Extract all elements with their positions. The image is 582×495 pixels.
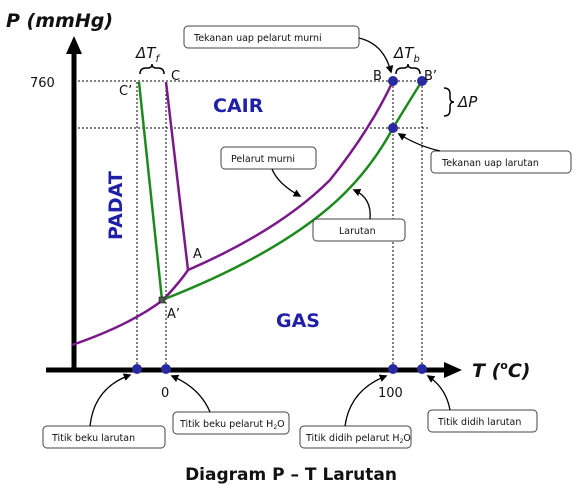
pure-solvent-melting-curve — [164, 81, 190, 271]
label-a: A — [193, 247, 202, 262]
label-c-prime: C’ — [119, 84, 132, 99]
bp-solvent-marker — [388, 364, 398, 374]
arrow-fp-solvent — [170, 374, 211, 413]
point-b-marker — [388, 76, 398, 86]
callout-solution: Larutan — [339, 226, 376, 237]
y-tick-760: 760 — [30, 76, 55, 91]
solution-melting-curve — [137, 81, 164, 301]
fp-solvent-marker — [161, 364, 171, 374]
x-axis-label-sup: o — [500, 359, 508, 372]
fp-solution-marker — [132, 364, 142, 374]
callout-pure-solvent: Pelarut murni — [231, 154, 295, 165]
label-b-prime: B’ — [424, 69, 437, 84]
x-tick-0: 0 — [161, 386, 169, 401]
callout-bp-solvent-post: O — [403, 433, 410, 444]
region-liquid: CAIR — [213, 95, 264, 117]
point-b-prime-marker — [417, 76, 427, 86]
delta-tf-main: ΔT — [135, 44, 157, 62]
arrow-bp-solution — [426, 375, 451, 411]
arrow-fp-solution — [89, 373, 132, 427]
x-tick-100: 100 — [378, 386, 403, 401]
callout-bp-solution: Titik didih larutan — [437, 417, 521, 428]
delta-tf-sub: f — [155, 54, 160, 65]
callout-fp-solvent-pre: Titik beku pelarut H — [179, 419, 273, 430]
callout-bp-solvent-sub: 2 — [400, 438, 404, 445]
arrow-pure-solvent — [271, 168, 302, 197]
region-solid: PADAT — [105, 171, 127, 240]
callout-box-solution-vapor — [430, 150, 572, 174]
delta-p-brace — [443, 87, 455, 117]
x-axis-label: T (oC) — [472, 359, 530, 382]
bp-solution-marker — [417, 364, 427, 374]
arrow-pure-vapor — [358, 37, 394, 74]
point-a-prime-marker — [158, 296, 166, 304]
y-axis-label: P (mmHg) — [6, 10, 113, 32]
callout-fp-solution: Titik beku larutan — [51, 433, 135, 444]
pure-solvent-vaporization-curve — [187, 80, 395, 272]
callout-box-fp-solution — [42, 425, 166, 449]
diagram-title: Diagram P – T Larutan — [185, 465, 397, 485]
solution-vapor-point-marker — [388, 123, 398, 133]
arrow-solution — [352, 188, 371, 220]
label-c: C — [171, 69, 180, 84]
callout-box-pure-solvent — [220, 146, 317, 170]
callout-box-fp-solvent — [172, 411, 290, 435]
solution-vaporization-curve — [161, 80, 424, 302]
delta-tf-label: ΔTf — [135, 44, 160, 65]
delta-tb-label: ΔTb — [393, 44, 420, 65]
callout-box-bp-solution — [427, 409, 538, 433]
delta-tb-sub: b — [413, 54, 419, 65]
label-b: B — [373, 69, 382, 84]
arrow-solution-vapor — [397, 133, 441, 152]
region-gas: GAS — [276, 310, 320, 332]
callout-fp-solvent: Titik beku pelarut H2O — [179, 419, 285, 431]
callout-bp-solvent-pre: Titik didih pelarut H — [305, 433, 400, 444]
callout-pure-vapor: Tekanan uap pelarut murni — [193, 33, 322, 44]
callout-box-pure-vapor — [183, 25, 360, 49]
delta-tf-brace — [139, 63, 165, 75]
callout-bp-solvent: Titik didih pelarut H2O — [305, 433, 411, 445]
x-axis-label-main: T ( — [472, 360, 501, 382]
callout-box-solution — [312, 218, 406, 242]
label-a-prime: A’ — [167, 307, 180, 322]
callout-fp-solvent-post: O — [277, 419, 284, 430]
delta-p-label: ΔP — [457, 93, 478, 111]
callout-box-bp-solvent — [299, 425, 412, 449]
x-axis-arrow — [444, 362, 462, 378]
delta-tb-brace — [395, 63, 421, 75]
callout-fp-solvent-sub: 2 — [273, 424, 277, 431]
x-axis-label-end: C) — [508, 360, 531, 382]
y-axis-arrow — [66, 36, 82, 54]
delta-tb-main: ΔT — [393, 44, 415, 62]
arrow-bp-solvent — [344, 374, 388, 427]
callout-solution-vapor: Tekanan uap larutan — [441, 158, 539, 169]
